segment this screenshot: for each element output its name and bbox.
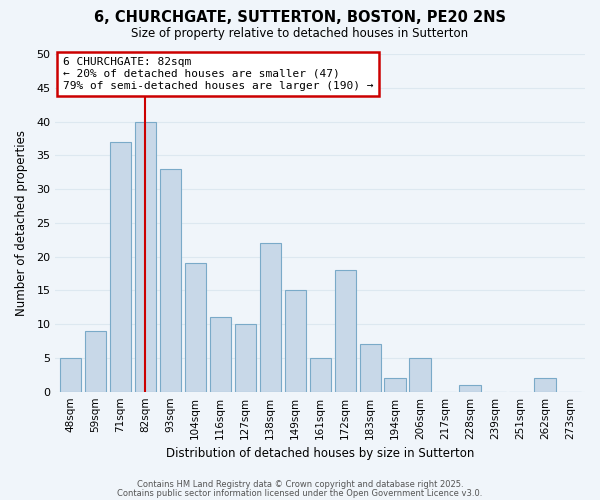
Bar: [310, 358, 331, 392]
Bar: [59, 358, 81, 392]
Bar: [359, 344, 381, 392]
Bar: [284, 290, 306, 392]
X-axis label: Distribution of detached houses by size in Sutterton: Distribution of detached houses by size …: [166, 447, 475, 460]
Text: Contains public sector information licensed under the Open Government Licence v3: Contains public sector information licen…: [118, 488, 482, 498]
Bar: [235, 324, 256, 392]
Text: Size of property relative to detached houses in Sutterton: Size of property relative to detached ho…: [131, 28, 469, 40]
Text: Contains HM Land Registry data © Crown copyright and database right 2025.: Contains HM Land Registry data © Crown c…: [137, 480, 463, 489]
Bar: [160, 169, 181, 392]
Bar: [335, 270, 356, 392]
Bar: [409, 358, 431, 392]
Text: 6, CHURCHGATE, SUTTERTON, BOSTON, PE20 2NS: 6, CHURCHGATE, SUTTERTON, BOSTON, PE20 2…: [94, 10, 506, 25]
Bar: [535, 378, 556, 392]
Bar: [260, 243, 281, 392]
Bar: [460, 385, 481, 392]
Bar: [110, 142, 131, 392]
Bar: [385, 378, 406, 392]
Bar: [134, 122, 156, 392]
Text: 6 CHURCHGATE: 82sqm
← 20% of detached houses are smaller (47)
79% of semi-detach: 6 CHURCHGATE: 82sqm ← 20% of detached ho…: [63, 58, 373, 90]
Bar: [209, 318, 231, 392]
Y-axis label: Number of detached properties: Number of detached properties: [15, 130, 28, 316]
Bar: [85, 331, 106, 392]
Bar: [185, 264, 206, 392]
